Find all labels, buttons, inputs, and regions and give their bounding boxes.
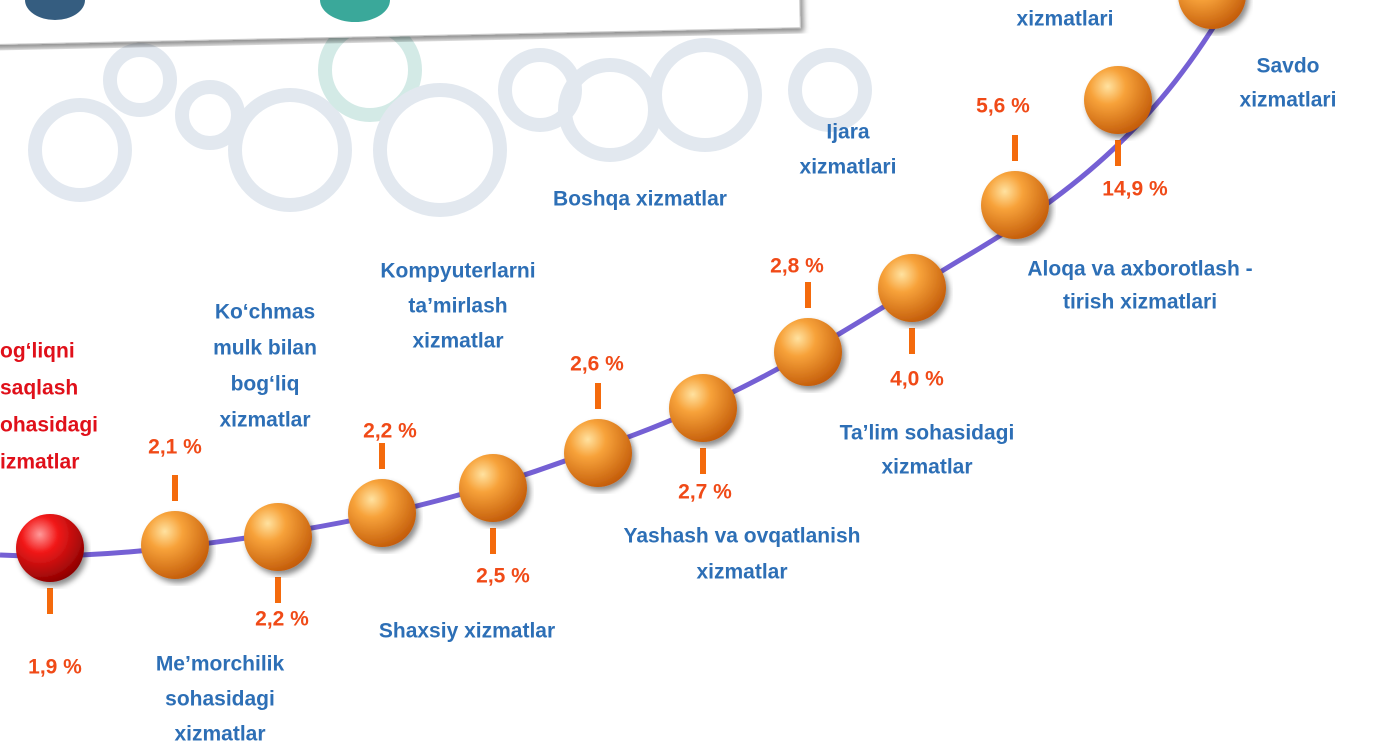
category-label: ta’mirlash [408,295,507,318]
ball [141,511,209,579]
ball [1178,0,1246,29]
category-label: xizmatlari [1017,8,1114,31]
ball [1084,66,1152,134]
ball [878,254,946,322]
ball [459,454,527,522]
category-label: Kompyuterlarni [380,260,535,283]
value-label: 2,6 % [570,353,624,376]
tick [47,588,53,614]
category-label: Me’morchilik [156,653,285,676]
value-label: 2,2 % [255,608,309,631]
infographic: 1,9 % 2,1 % 2,2 % 2,2 % 2,5 % 2,6 % 2,7 % 2,8 %… [0,0,1383,741]
tick [595,383,601,409]
tick [909,328,915,354]
value-label: 2,5 % [476,565,530,588]
ball [16,514,84,582]
category-label: Ko‘chmas [215,301,315,324]
category-label: xizmatlar [881,456,972,479]
category-label: og‘liqni [0,340,75,363]
category-label: saqlash [0,377,78,400]
category-label: Ta’lim sohasidagi [840,422,1015,445]
category-label: xizmatlar [412,330,503,353]
tick [379,443,385,469]
value-label: 14,9 % [1102,178,1168,201]
tick [1115,140,1121,166]
tick [805,282,811,308]
value-label: 2,2 % [363,420,417,443]
ball [669,374,737,442]
category-label: Ijara [826,121,870,144]
category-label: Shaxsiy xizmatlar [379,620,555,643]
category-label: Yashash va ovqatlanish [624,525,861,548]
category-label: bog‘liq [231,373,300,396]
tick [172,475,178,501]
page: 1,9 % 2,1 % 2,2 % 2,2 % 2,5 % 2,6 % 2,7 % 2,8 %… [0,0,1383,741]
value-label: 4,0 % [890,368,944,391]
ball [774,318,842,386]
value-label: 2,7 % [678,481,732,504]
tick [490,528,496,554]
ball [981,171,1049,239]
gear-decoration [35,25,865,210]
value-label: 5,6 % [976,95,1030,118]
category-label: xizmatlar [174,723,265,741]
category-label: xizmatlar [219,409,310,432]
category-label: sohasidagi [165,688,275,711]
ball [348,479,416,547]
category-label: izmatlar [0,451,79,474]
category-label: Aloqa va axborotlash - [1027,258,1252,281]
value-label: 1,9 % [28,656,82,679]
category-label: xizmatlari [800,156,897,179]
category-label: ohasidagi [0,414,98,437]
ball [244,503,312,571]
ball [564,419,632,487]
category-label: xizmatlari [1240,89,1337,112]
tick [275,577,281,603]
tick [1012,135,1018,161]
category-label: xizmatlar [696,561,787,584]
category-label: Boshqa xizmatlar [553,188,727,211]
tick [700,448,706,474]
value-label: 2,1 % [148,436,202,459]
category-label: mulk bilan [213,337,317,360]
value-label: 2,8 % [770,255,824,278]
category-label: Savdo [1256,55,1319,78]
category-label: tirish xizmatlari [1063,291,1217,314]
